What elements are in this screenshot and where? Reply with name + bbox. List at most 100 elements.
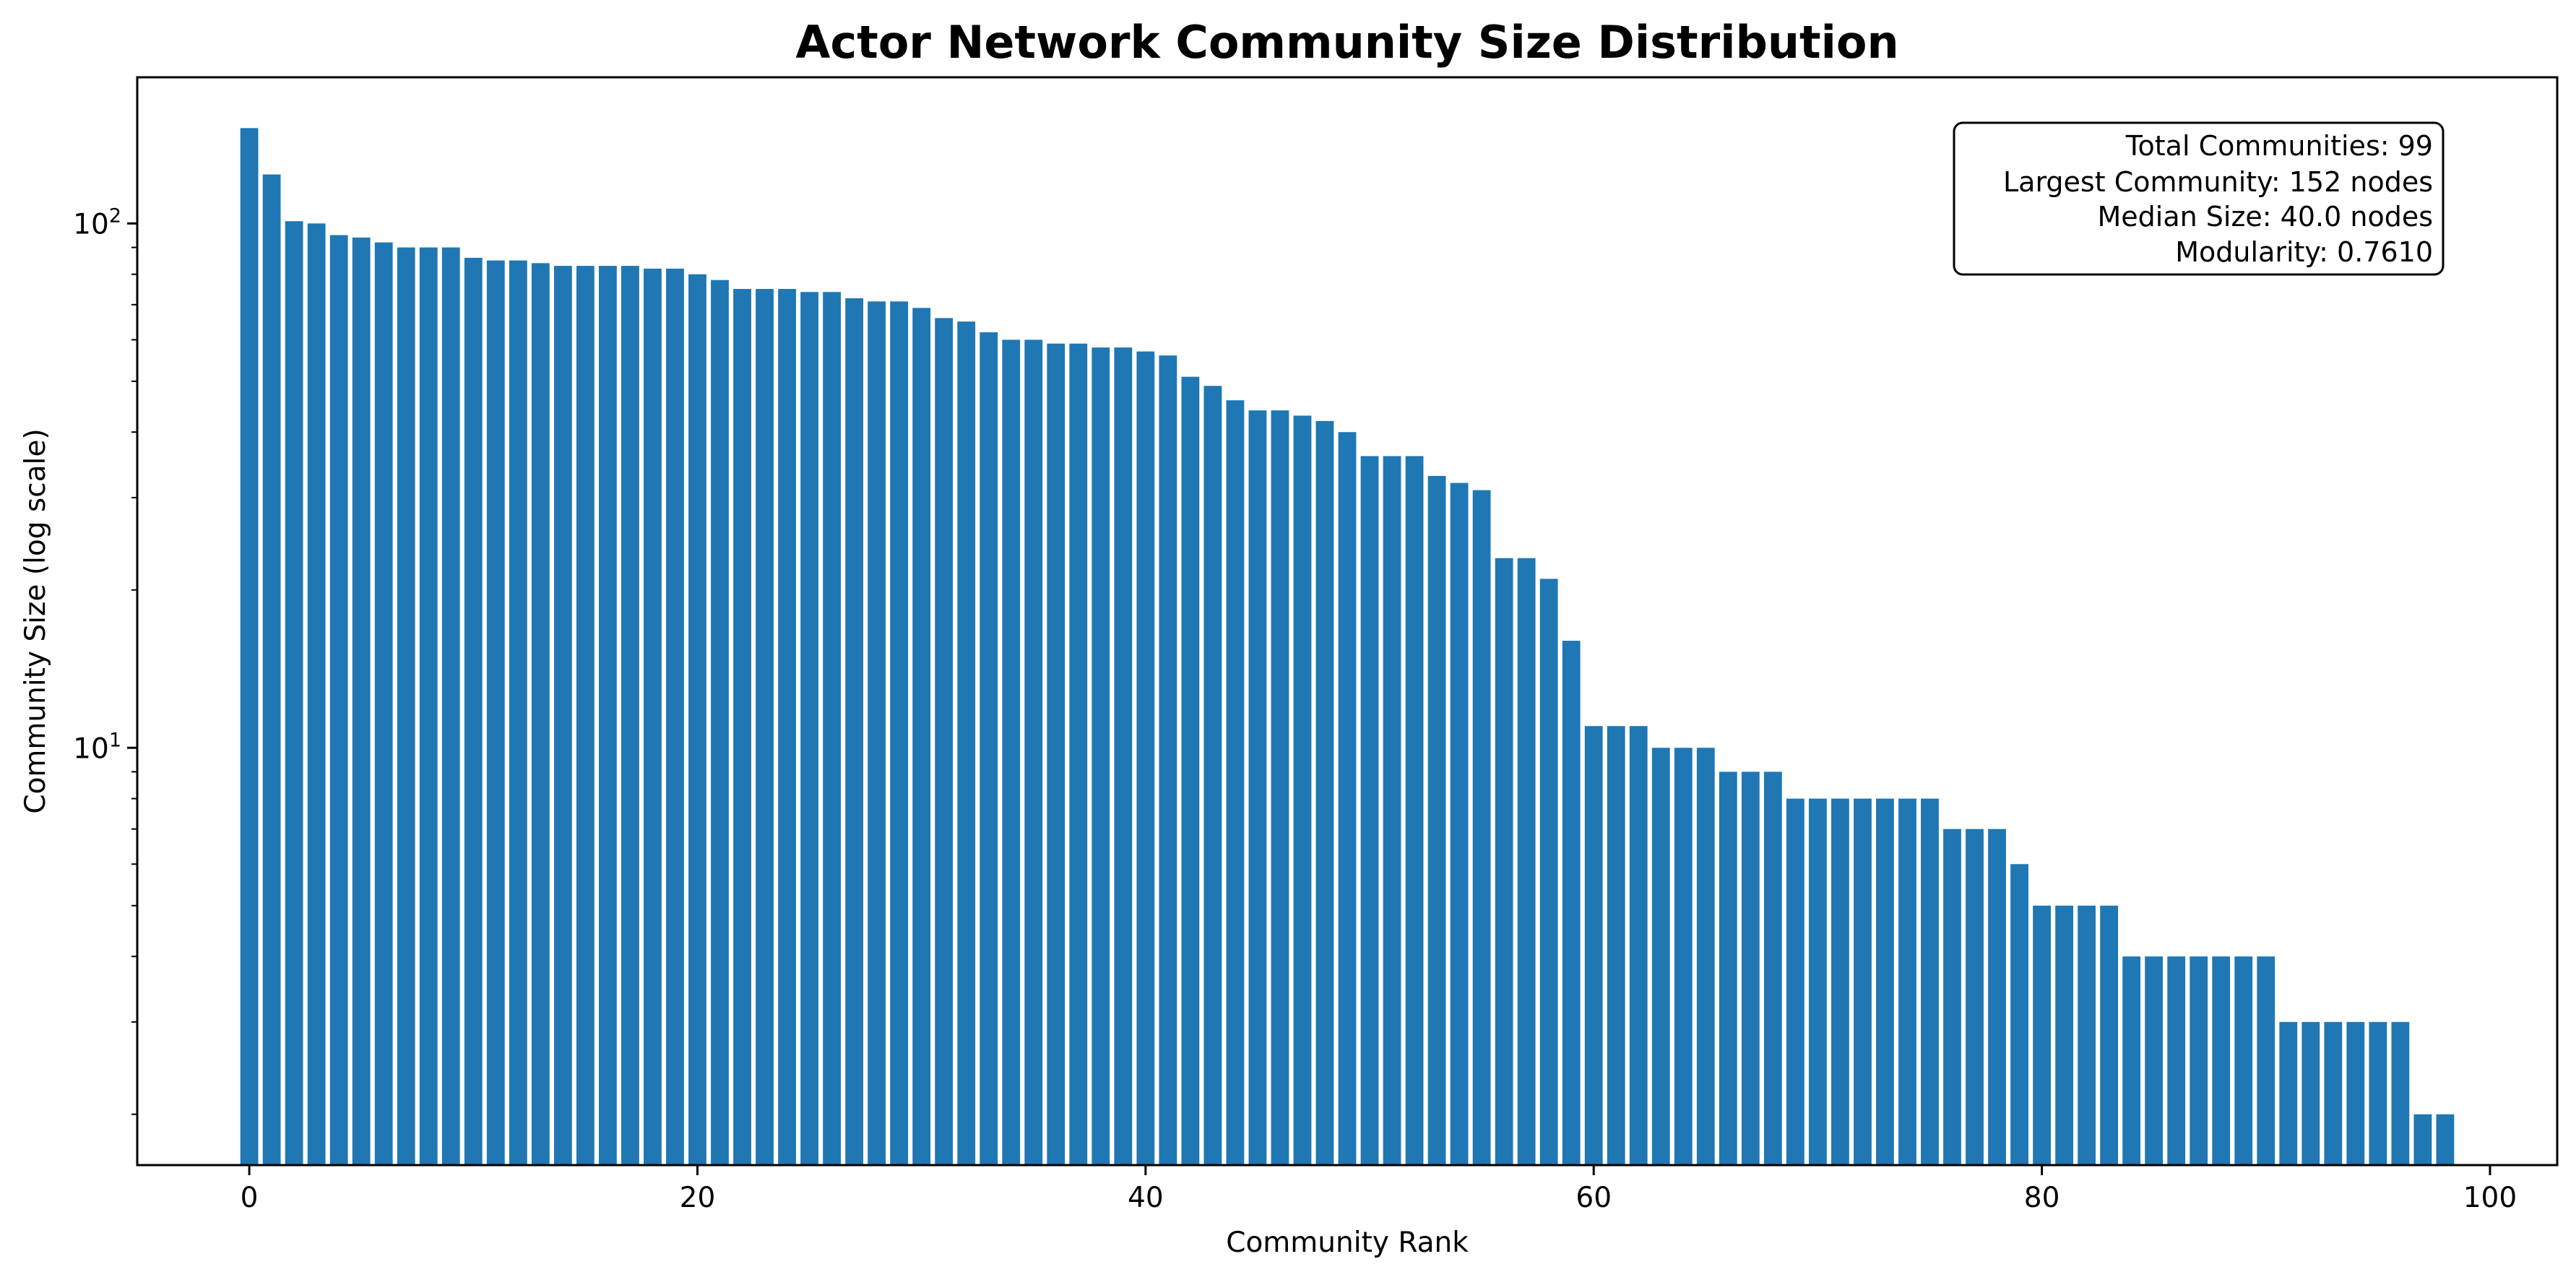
bar-rank-62: [1629, 726, 1648, 1165]
bar-rank-59: [1562, 641, 1581, 1165]
x-tick-label-0: 0: [241, 1182, 259, 1214]
bar-rank-84: [2122, 956, 2141, 1165]
info-median-size: Median Size: 40.0 nodes: [2098, 201, 2434, 233]
bar-rank-9: [441, 247, 460, 1165]
info-largest-community: Largest Community: 152 nodes: [2003, 166, 2433, 198]
bar-rank-73: [1876, 798, 1894, 1165]
chart-title: Actor Network Community Size Distributio…: [795, 16, 1898, 69]
bar-rank-20: [688, 274, 706, 1166]
bar-rank-95: [2369, 1021, 2387, 1165]
bar-rank-14: [553, 266, 572, 1166]
bar-rank-91: [2279, 1021, 2298, 1165]
bar-rank-98: [2436, 1114, 2455, 1165]
bar-rank-80: [2033, 905, 2051, 1165]
bar-rank-36: [1047, 343, 1066, 1166]
bar-rank-89: [2234, 956, 2253, 1165]
bar-rank-78: [1988, 828, 2006, 1165]
bar-rank-58: [1539, 579, 1558, 1165]
bar-rank-42: [1181, 376, 1200, 1165]
bar-rank-51: [1383, 456, 1401, 1165]
bar-rank-13: [531, 263, 550, 1165]
bar-rank-38: [1092, 347, 1110, 1166]
bar-rank-75: [1921, 798, 1939, 1165]
bar-rank-96: [2391, 1021, 2410, 1165]
bar-rank-32: [957, 321, 976, 1165]
bar-rank-97: [2413, 1114, 2432, 1165]
bar-rank-54: [1450, 483, 1469, 1165]
bar-rank-82: [2078, 905, 2096, 1165]
bar-rank-56: [1495, 558, 1513, 1165]
bar-rank-47: [1293, 415, 1312, 1166]
bar-rank-90: [2257, 956, 2275, 1165]
bar-rank-35: [1024, 339, 1043, 1165]
bar-rank-34: [1002, 339, 1021, 1165]
bar-rank-57: [1517, 558, 1536, 1165]
bar-rank-83: [2100, 905, 2119, 1165]
x-tick-label-40: 40: [1128, 1182, 1164, 1214]
bar-rank-30: [912, 308, 931, 1166]
bar-rank-76: [1943, 828, 1961, 1165]
bar-rank-12: [509, 260, 527, 1166]
y-axis-ticks: 101 102: [73, 204, 137, 1115]
bar-rank-22: [733, 289, 751, 1165]
bar-rank-61: [1607, 726, 1625, 1165]
x-tick-label-60: 60: [1576, 1182, 1612, 1214]
bar-rank-5: [352, 237, 371, 1165]
bar-rank-70: [1808, 798, 1827, 1165]
bar-rank-16: [598, 266, 617, 1166]
x-axis-ticks: 0 20 40 60 80 100: [241, 1165, 2517, 1214]
bar-rank-44: [1226, 400, 1245, 1166]
x-axis-label: Community Rank: [1226, 1226, 1469, 1259]
bar-rank-27: [845, 298, 863, 1165]
info-box: Total Communities: 99 Largest Community:…: [1953, 121, 2445, 276]
bar-rank-0: [240, 128, 259, 1166]
bar-rank-77: [1966, 828, 1984, 1165]
bar-rank-66: [1719, 771, 1737, 1165]
bar-rank-63: [1651, 748, 1670, 1165]
bar-rank-88: [2212, 956, 2231, 1165]
bar-rank-74: [1898, 798, 1916, 1165]
x-tick-label-100: 100: [2463, 1182, 2517, 1214]
info-box-frame: [1953, 121, 2445, 276]
bar-rank-94: [2346, 1021, 2365, 1165]
bar-rank-52: [1405, 456, 1424, 1165]
bar-rank-39: [1114, 347, 1133, 1166]
bar-rank-86: [2167, 956, 2186, 1165]
bar-rank-60: [1584, 726, 1603, 1165]
bar-rank-48: [1315, 420, 1334, 1165]
y-tick-label-100: 102: [73, 204, 121, 241]
plot-frame: [136, 76, 2559, 1167]
bar-rank-33: [980, 332, 998, 1165]
bar-rank-79: [2010, 864, 2028, 1165]
info-modularity: Modularity: 0.7610: [2175, 236, 2433, 268]
bar-rank-85: [2145, 956, 2164, 1165]
bar-rank-7: [397, 247, 415, 1165]
bar-rank-55: [1472, 490, 1491, 1165]
bar-rank-71: [1831, 798, 1849, 1165]
bar-rank-8: [419, 247, 438, 1165]
bar-rank-21: [711, 280, 729, 1166]
bar-rank-24: [778, 289, 796, 1165]
bar-rank-19: [666, 268, 684, 1165]
bar-rank-11: [486, 260, 505, 1166]
x-tick-label-20: 20: [680, 1182, 716, 1214]
bar-rank-28: [868, 301, 886, 1165]
bar-rank-6: [374, 242, 393, 1165]
bar-rank-45: [1248, 410, 1267, 1166]
bar-rank-93: [2324, 1021, 2343, 1165]
bar-rank-72: [1854, 798, 1872, 1165]
bar-rank-31: [935, 318, 954, 1166]
bar-rank-67: [1741, 771, 1760, 1165]
bar-rank-17: [621, 266, 639, 1166]
bar-rank-15: [576, 266, 595, 1166]
bar-rank-4: [329, 235, 348, 1165]
bar-rank-43: [1203, 386, 1222, 1165]
bar-rank-25: [800, 292, 818, 1165]
bar-rank-64: [1674, 748, 1693, 1165]
bar-rank-29: [890, 301, 909, 1165]
bar-rank-50: [1360, 456, 1379, 1165]
bar-rank-1: [262, 174, 281, 1165]
bar-rank-3: [307, 223, 326, 1166]
bar-rank-10: [464, 257, 483, 1165]
